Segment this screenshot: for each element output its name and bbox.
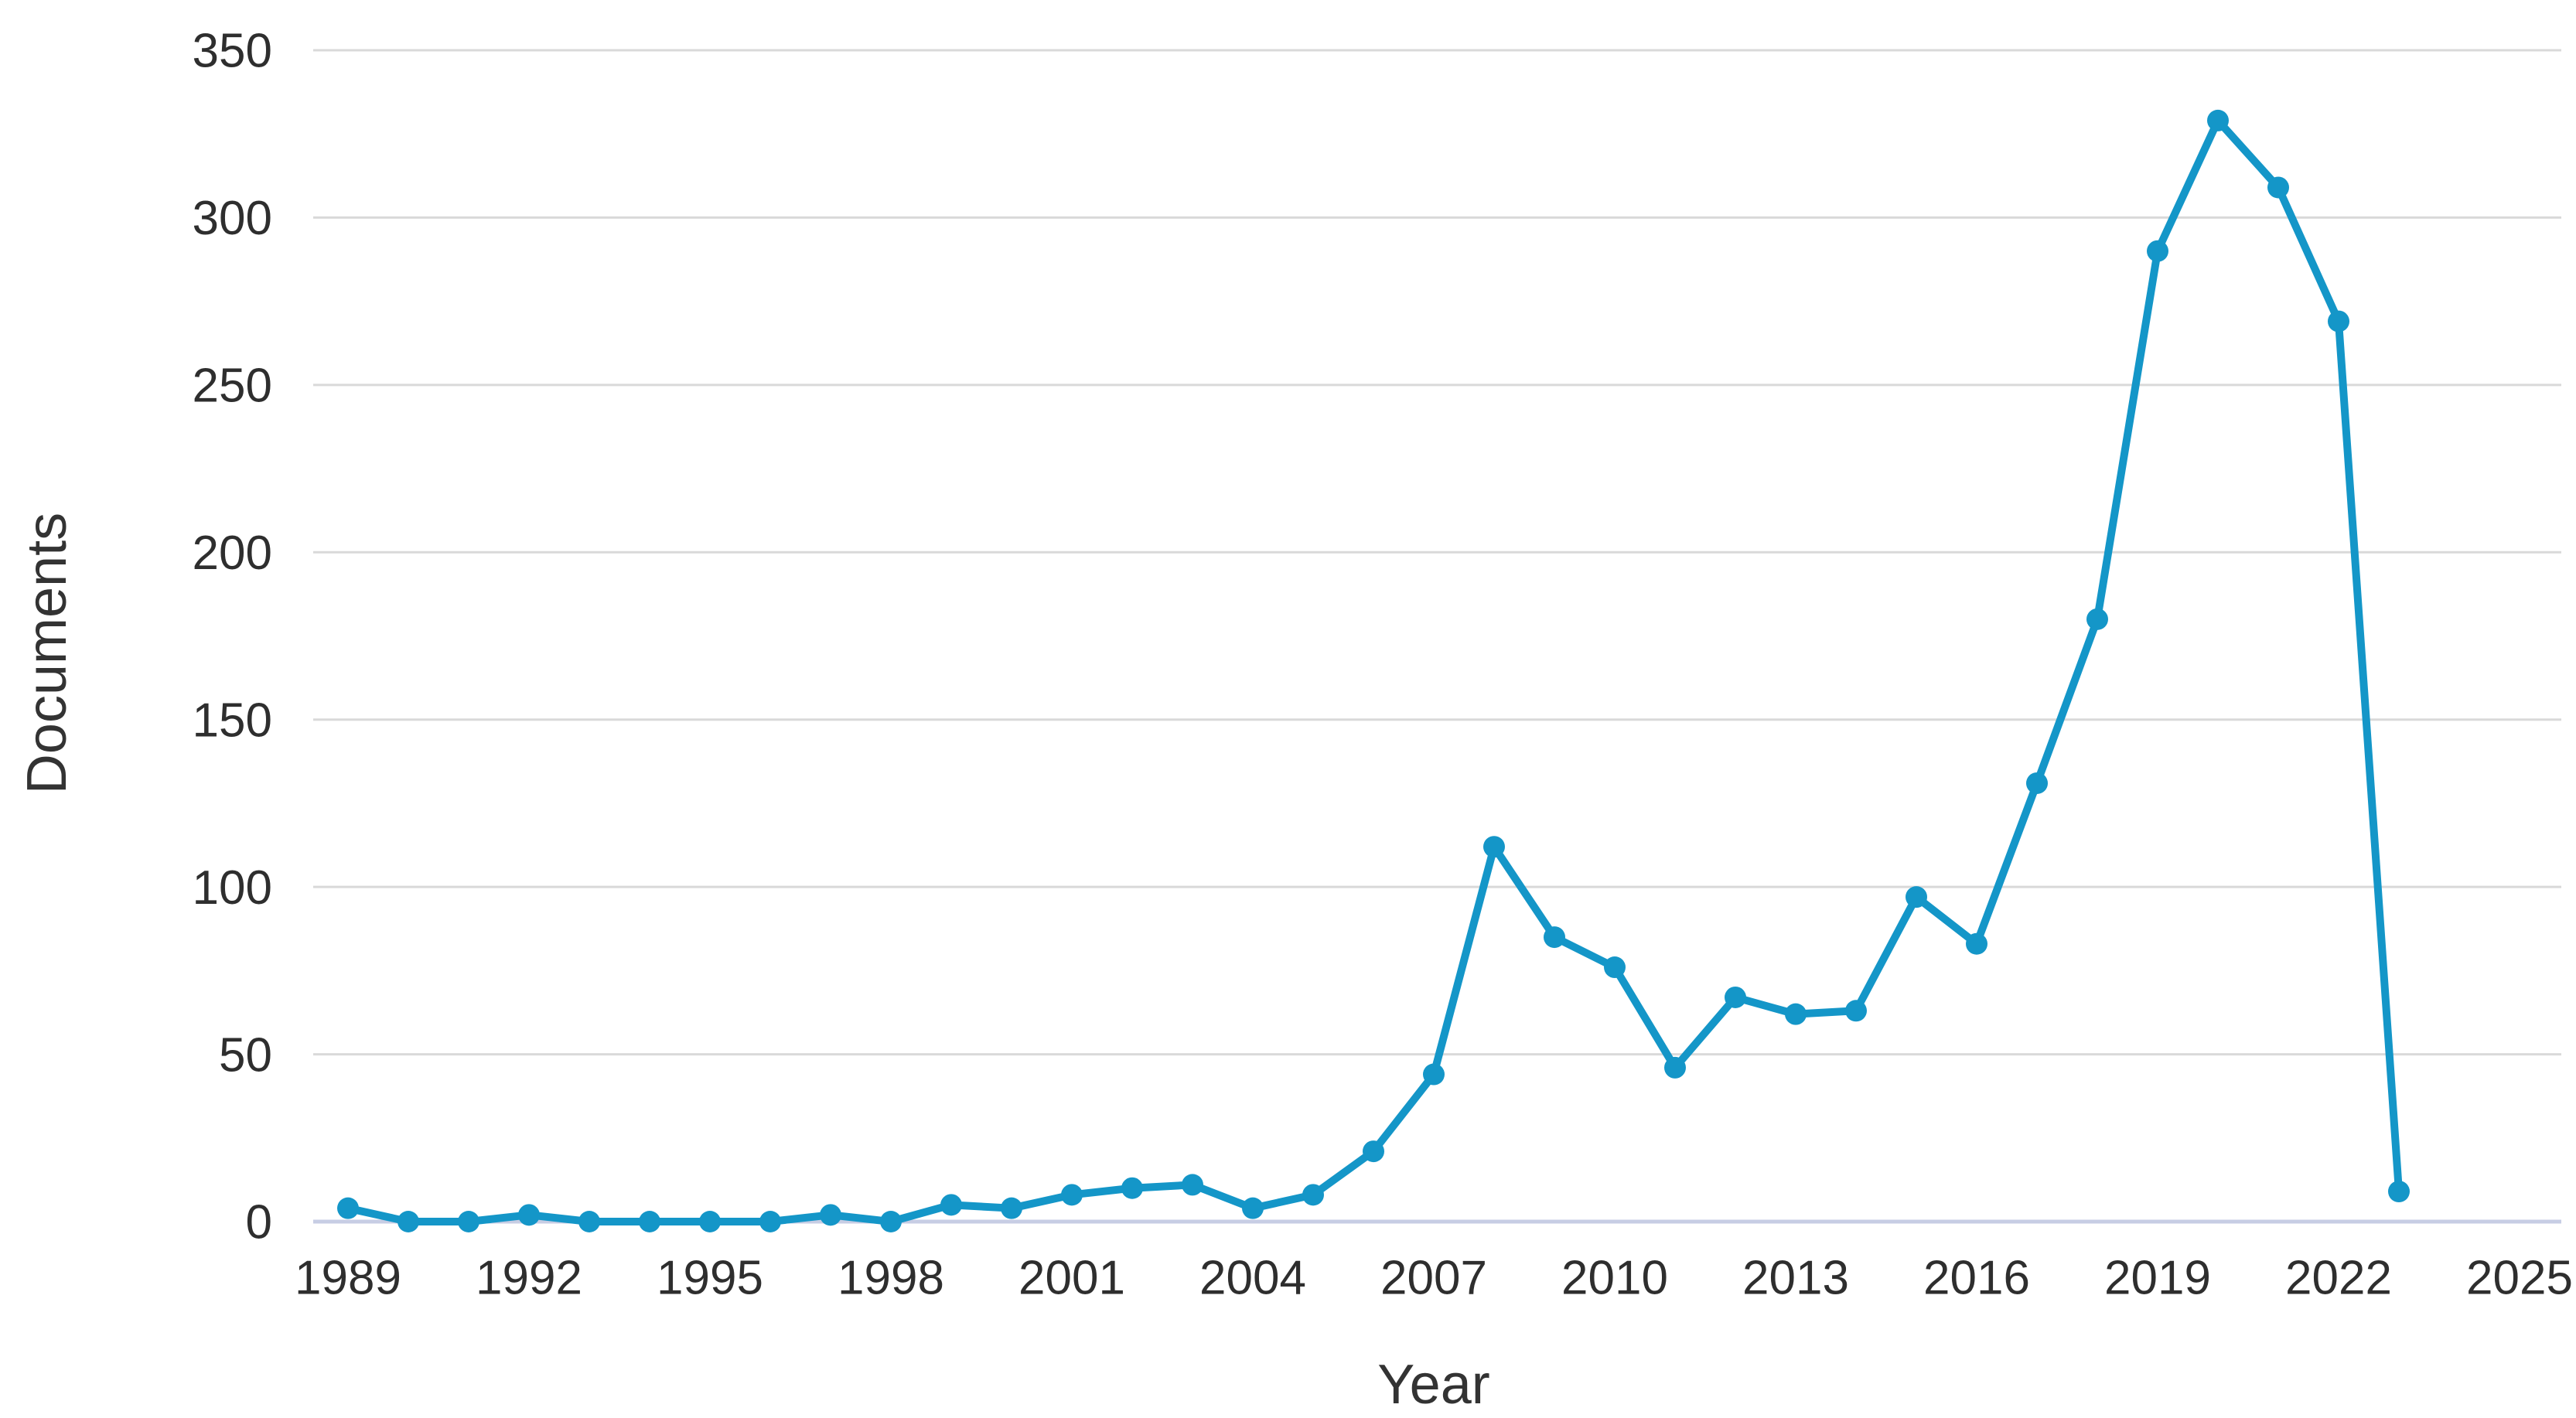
y-tick-label: 50 [219, 1028, 272, 1082]
data-point-1995 [699, 1211, 721, 1232]
x-tick-label: 2019 [2104, 1252, 2211, 1305]
series-line [344, 116, 2403, 1225]
x-tick-label: 2004 [1199, 1252, 1306, 1305]
data-point-2023 [2388, 1181, 2410, 1203]
data-point-2009 [1544, 926, 1565, 949]
data-point-2022 [2328, 310, 2349, 332]
x-tick-label: 2022 [2285, 1252, 2392, 1305]
y-tick-label: 100 [193, 861, 272, 915]
data-point-2000 [1001, 1197, 1022, 1219]
data-point-2020 [2207, 109, 2229, 131]
data-point-1989 [337, 1197, 359, 1219]
y-tick-label: 250 [193, 360, 272, 413]
data-point-2004 [1242, 1197, 1264, 1219]
data-point-2003 [1182, 1174, 1203, 1196]
data-point-2001 [1061, 1184, 1083, 1206]
data-point-2016 [1966, 932, 1987, 955]
data-point-2008 [1483, 836, 1505, 858]
data-point-2021 [2267, 176, 2289, 199]
y-tick-label: 300 [193, 192, 272, 245]
x-tick-label: 1995 [657, 1252, 763, 1305]
data-point-2007 [1423, 1063, 1445, 1086]
x-tick-label: 1992 [476, 1252, 582, 1305]
data-point-2006 [1363, 1140, 1384, 1163]
y-axis-title: Documents [16, 513, 78, 794]
data-point-1991 [458, 1211, 479, 1232]
data-point-2011 [1664, 1056, 1686, 1079]
y-tick-label: 0 [246, 1196, 272, 1249]
data-point-2019 [2147, 240, 2168, 262]
x-tick-label: 2016 [1923, 1252, 2030, 1305]
data-point-1990 [397, 1211, 419, 1232]
data-point-1992 [518, 1204, 540, 1226]
data-point-2018 [2086, 608, 2108, 630]
data-point-2010 [1604, 956, 1626, 979]
data-point-2002 [1121, 1177, 1143, 1199]
data-point-2014 [1845, 1000, 1867, 1022]
data-point-1996 [759, 1211, 781, 1232]
x-tick-label: 2013 [1742, 1252, 1849, 1305]
data-point-2012 [1725, 986, 1746, 1008]
data-point-1993 [578, 1211, 600, 1232]
x-axis-title: Year [1377, 1354, 1489, 1416]
data-point-2013 [1785, 1003, 1807, 1025]
x-tick-label: 2001 [1018, 1252, 1125, 1305]
data-point-2005 [1302, 1184, 1324, 1206]
data-point-1998 [880, 1211, 902, 1232]
y-tick-label: 200 [193, 527, 272, 580]
x-tick-label: 2007 [1380, 1252, 1487, 1305]
x-tick-label: 1998 [838, 1252, 944, 1305]
y-tick-label: 150 [193, 694, 272, 747]
x-tick-label: 1989 [295, 1252, 401, 1305]
x-tick-label: 2025 [2466, 1252, 2573, 1305]
data-point-1999 [940, 1194, 962, 1216]
data-point-1997 [820, 1204, 841, 1226]
x-tick-label: 2010 [1561, 1252, 1668, 1305]
data-point-2015 [1906, 886, 1927, 908]
data-point-2017 [2026, 772, 2048, 794]
data-point-1994 [639, 1211, 660, 1232]
y-tick-label: 350 [193, 25, 272, 78]
